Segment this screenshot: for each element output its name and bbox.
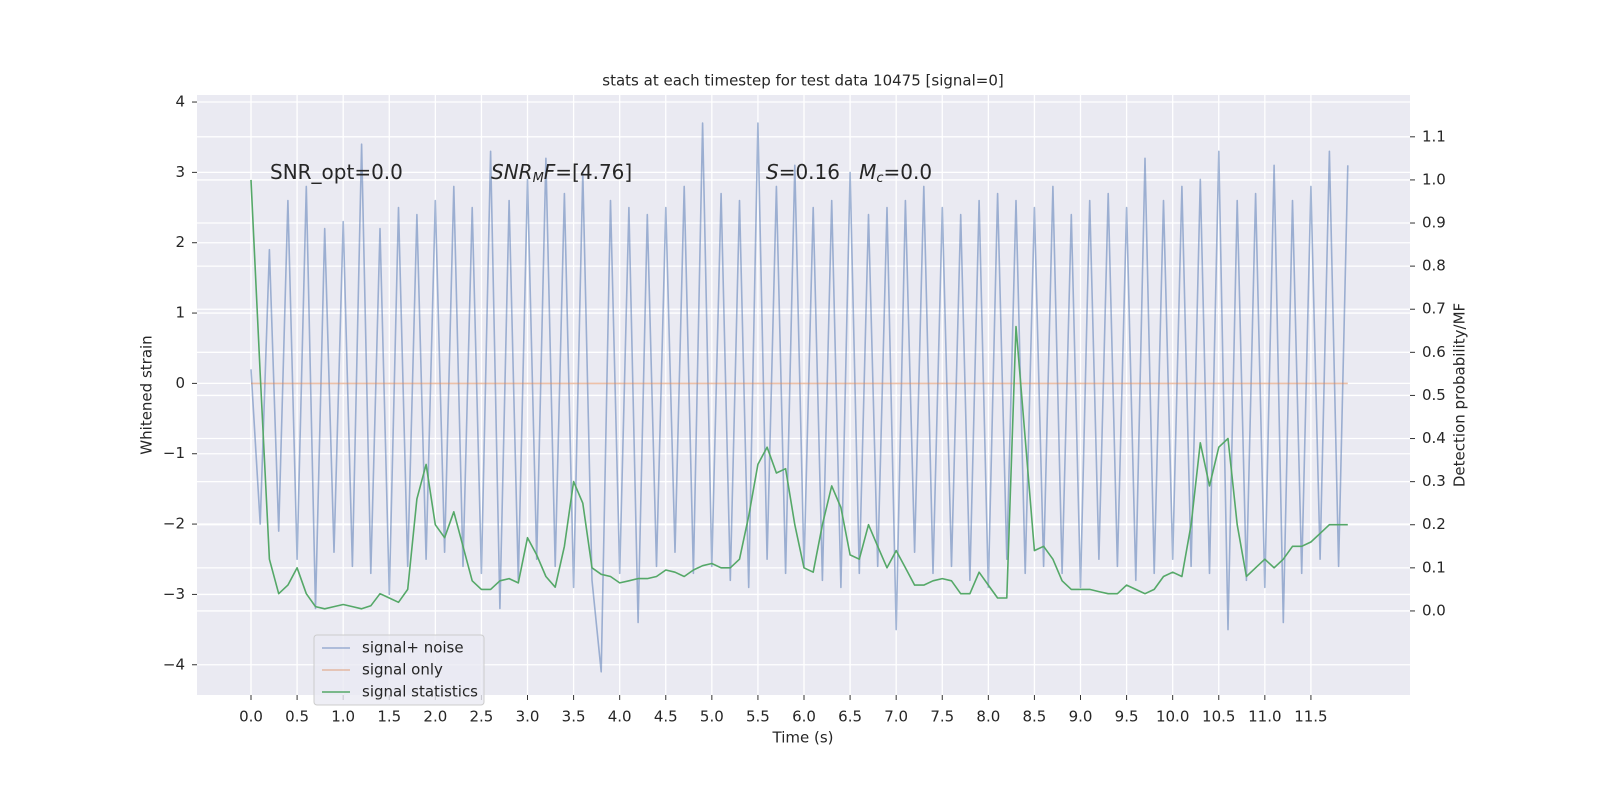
- annotation-part: SNR: [491, 160, 533, 184]
- y-axis-label: Whitened strain: [138, 335, 156, 454]
- y2-tick-label: 0.7: [1422, 300, 1446, 318]
- annotation: S=0.16 Mc=0.0: [766, 160, 932, 186]
- y2-tick-label: 0.9: [1422, 214, 1446, 232]
- y-tick-label: 0: [175, 374, 185, 392]
- y-tick-label: −4: [163, 655, 185, 673]
- x-tick-label: 5.0: [700, 708, 724, 726]
- series-line: [250, 179, 1348, 610]
- x-tick-label: 2.5: [469, 708, 493, 726]
- y2-tick-label: 1.0: [1422, 170, 1446, 188]
- x-tick-label: 7.0: [884, 708, 908, 726]
- x-tick-label: 11.5: [1294, 708, 1327, 726]
- x-tick-label: 0.5: [285, 708, 309, 726]
- x-tick-label: 2.0: [423, 708, 447, 726]
- chart-title: stats at each timestep for test data 104…: [602, 72, 1003, 90]
- x-tick-label: 3.0: [516, 708, 540, 726]
- y2-tick-label: 0.3: [1422, 472, 1446, 490]
- x-tick-label: 10.5: [1202, 708, 1235, 726]
- y2-tick-label: 0.4: [1422, 429, 1446, 447]
- y2-tick-label: 0.0: [1422, 601, 1446, 619]
- y2-axis-label: Detection probability/MF: [1451, 303, 1469, 487]
- annotation-part: c: [876, 171, 883, 186]
- y-tick-label: −1: [163, 444, 185, 462]
- x-tick-label: 8.0: [976, 708, 1000, 726]
- x-tick-label: 1.5: [377, 708, 401, 726]
- x-tick-label: 4.5: [654, 708, 678, 726]
- x-tick-label: 6.5: [838, 708, 862, 726]
- x-tick-label: 9.0: [1069, 708, 1093, 726]
- y2-tick-label: 0.6: [1422, 343, 1446, 361]
- annotation-part: M: [533, 171, 544, 186]
- x-tick-label: 0.0: [239, 708, 263, 726]
- y2-tick-label: 1.1: [1422, 127, 1446, 145]
- x-tick-label: 6.0: [792, 708, 816, 726]
- y-tick-label: 2: [175, 233, 185, 251]
- y-tick-label: 4: [175, 93, 185, 111]
- annotation-part: SNR_opt=0.0: [270, 160, 403, 184]
- x-tick-label: 8.5: [1022, 708, 1046, 726]
- legend-label: signal only: [362, 661, 443, 679]
- legend-label: signal+ noise: [362, 639, 464, 657]
- legend-box: [313, 634, 485, 706]
- x-tick-label: 5.5: [746, 708, 770, 726]
- annotation-part: S: [766, 160, 779, 184]
- y2-tick-label: 0.2: [1422, 515, 1446, 533]
- x-tick-label: 1.0: [331, 708, 355, 726]
- legend-label: signal statistics: [362, 683, 478, 701]
- annotation-part: =[4.76]: [555, 160, 632, 184]
- x-axis-label: Time (s): [772, 729, 834, 747]
- x-tick-label: 10.0: [1156, 708, 1189, 726]
- annotation-part: F: [544, 160, 556, 184]
- annotation-part: =0.0: [884, 160, 933, 184]
- x-tick-label: 4.0: [608, 708, 632, 726]
- annotation-part: =0.16: [779, 160, 859, 184]
- series-line: [250, 122, 1349, 673]
- x-tick-label: 3.5: [562, 708, 586, 726]
- y-tick-label: 3: [175, 163, 185, 181]
- y-tick-label: −2: [163, 515, 185, 533]
- annotation: SNR_opt=0.0: [270, 160, 403, 184]
- y-tick-label: −3: [163, 585, 185, 603]
- y-tick-label: 1: [175, 304, 185, 322]
- x-tick-label: 11.0: [1248, 708, 1281, 726]
- x-tick-label: 7.5: [930, 708, 954, 726]
- annotation: SNRMF=[4.76]: [491, 160, 632, 186]
- y2-tick-label: 0.5: [1422, 386, 1446, 404]
- y2-tick-label: 0.8: [1422, 257, 1446, 275]
- y2-tick-label: 0.1: [1422, 558, 1446, 576]
- annotation-part: M: [859, 160, 876, 184]
- x-tick-label: 9.5: [1115, 708, 1139, 726]
